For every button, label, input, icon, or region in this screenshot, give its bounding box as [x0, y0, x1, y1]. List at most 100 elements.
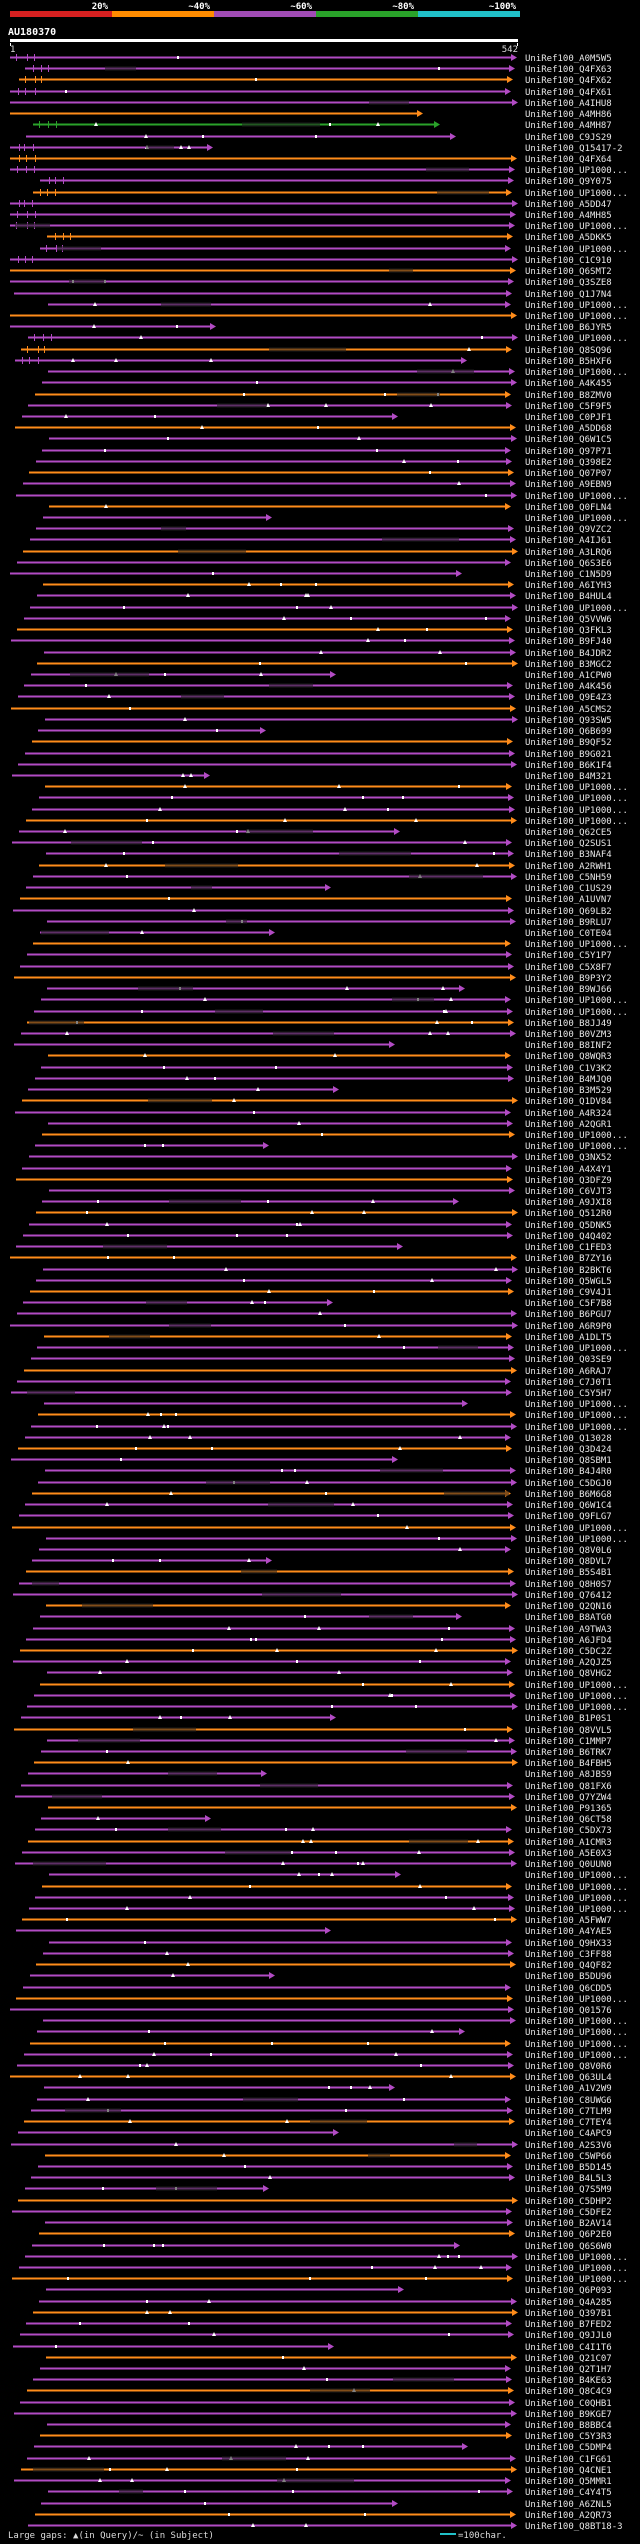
hit-label[interactable]: UniRef100_UP1000... — [525, 940, 628, 950]
hit-row[interactable]: UniRef100_C7J0T1 — [17, 1378, 612, 1388]
hit-label[interactable]: UniRef100_C5DX73 — [525, 1826, 612, 1836]
hit-row[interactable]: UniRef100_Q07P07 — [29, 469, 612, 479]
hit-label[interactable]: UniRef100_UP1000... — [525, 794, 628, 804]
hit-label[interactable]: UniRef100_Q6CT58 — [525, 1815, 612, 1825]
hit-label[interactable]: UniRef100_A4MH85 — [525, 211, 612, 221]
hit-label[interactable]: UniRef100_A0M5W5 — [525, 54, 612, 64]
hit-label[interactable]: UniRef100_Q4CNE1 — [525, 2466, 612, 2476]
hit-label[interactable]: UniRef100_Q21C07 — [525, 2354, 612, 2364]
hit-label[interactable]: UniRef100_Q3NX52 — [525, 1153, 612, 1163]
hit-label[interactable]: UniRef100_UP1000... — [525, 1883, 628, 1893]
hit-label[interactable]: UniRef100_B9QF52 — [525, 738, 612, 748]
hit-row[interactable]: UniRef100_Q6P093 — [46, 2286, 612, 2296]
hit-row[interactable]: UniRef100_Q398E2 — [36, 458, 612, 468]
hit-row[interactable]: UniRef100_UP1000... — [33, 940, 628, 950]
hit-row[interactable]: UniRef100_C1V3K2 — [41, 1064, 612, 1074]
hit-row[interactable]: UniRef100_Q3SZE8 — [10, 278, 612, 288]
hit-row[interactable]: UniRef100_C5Y1P7 — [27, 951, 612, 961]
hit-row[interactable]: UniRef100_UP1000... — [44, 1400, 628, 1410]
hit-label[interactable]: UniRef100_B0VZM3 — [525, 1030, 612, 1040]
hit-row[interactable]: UniRef100_Q3NX52 — [29, 1153, 612, 1163]
hit-label[interactable]: UniRef100_Q4QF82 — [525, 1961, 612, 1971]
hit-row[interactable]: UniRef100_C5DHP2 — [18, 2197, 612, 2207]
hit-label[interactable]: UniRef100_C0TE04 — [525, 929, 612, 939]
hit-label[interactable]: UniRef100_C5WP66 — [525, 2152, 612, 2162]
hit-label[interactable]: UniRef100_UP1000... — [525, 1703, 628, 1713]
hit-row[interactable]: UniRef100_Q8VHG2 — [47, 1669, 612, 1679]
hit-row[interactable]: UniRef100_B2BKT6 — [43, 1266, 612, 1276]
hit-label[interactable]: UniRef100_UP1000... — [525, 1400, 628, 1410]
hit-label[interactable]: UniRef100_B8ZMV0 — [525, 391, 612, 401]
hit-label[interactable]: UniRef100_C5DGJ0 — [525, 1479, 612, 1489]
hit-label[interactable]: UniRef100_C5X8F7 — [525, 963, 612, 973]
hit-row[interactable]: UniRef100_A0M5W5 — [10, 54, 612, 64]
hit-row[interactable]: UniRef100_A6ZNL5 — [41, 2500, 612, 2510]
hit-row[interactable]: UniRef100_A6RAJ7 — [24, 1367, 612, 1377]
hit-row[interactable]: UniRef100_C1US29 — [26, 884, 612, 894]
hit-row[interactable]: UniRef100_C5F7B8 — [23, 1299, 612, 1309]
hit-row[interactable]: UniRef100_B4FBH5 — [34, 1759, 612, 1769]
hit-label[interactable]: UniRef100_A4R324 — [525, 1109, 612, 1119]
hit-label[interactable]: UniRef100_A4X4Y1 — [525, 1165, 612, 1175]
hit-row[interactable]: UniRef100_B9QF52 — [32, 738, 612, 748]
hit-label[interactable]: UniRef100_B6TRK7 — [525, 1748, 612, 1758]
hit-row[interactable]: UniRef100_UP1000... — [39, 794, 628, 804]
hit-row[interactable]: UniRef100_Q21C07 — [46, 2354, 612, 2364]
hit-label[interactable]: UniRef100_UP1000... — [525, 1131, 628, 1141]
hit-label[interactable]: UniRef100_UP1000... — [525, 301, 628, 311]
hit-label[interactable]: UniRef100_C1US29 — [525, 884, 612, 894]
hit-row[interactable]: UniRef100_A5DD68 — [15, 424, 612, 434]
hit-label[interactable]: UniRef100_UP1000... — [525, 1344, 628, 1354]
hit-row[interactable]: UniRef100_B3NAF4 — [46, 850, 612, 860]
hit-row[interactable]: UniRef100_B4KE63 — [33, 2376, 612, 2386]
hit-row[interactable]: UniRef100_A9JXI8 — [42, 1198, 612, 1208]
hit-row[interactable]: UniRef100_A4K456 — [24, 682, 612, 692]
hit-row[interactable]: UniRef100_P91365 — [48, 1804, 612, 1814]
hit-row[interactable]: UniRef100_B6JYR5 — [10, 323, 612, 333]
hit-label[interactable]: UniRef100_Q8VVL5 — [525, 1726, 612, 1736]
hit-label[interactable]: UniRef100_Q4A285 — [525, 2298, 612, 2308]
hit-row[interactable]: UniRef100_UP1000... — [37, 1344, 628, 1354]
hit-row[interactable]: UniRef100_Q4CNE1 — [21, 2466, 612, 2476]
hit-row[interactable]: UniRef100_Q9VZC2 — [36, 525, 612, 535]
hit-label[interactable]: UniRef100_Q512R0 — [525, 1209, 612, 1219]
hit-label[interactable]: UniRef100_UP1000... — [525, 2051, 628, 2061]
hit-label[interactable]: UniRef100_C1MMP7 — [525, 1737, 612, 1747]
hit-label[interactable]: UniRef100_A6IYH3 — [525, 581, 612, 591]
hit-label[interactable]: UniRef100_Q3SZE8 — [525, 278, 612, 288]
hit-row[interactable]: UniRef100_A3LRQ6 — [23, 548, 612, 558]
hit-label[interactable]: UniRef100_A5E0X3 — [525, 1849, 612, 1859]
hit-row[interactable]: UniRef100_C5X8F7 — [20, 963, 612, 973]
hit-label[interactable]: UniRef100_UP1000... — [525, 1692, 628, 1702]
hit-label[interactable]: UniRef100_A2QGR1 — [525, 1120, 612, 1130]
hit-row[interactable]: UniRef100_UP1000... — [43, 514, 628, 524]
hit-label[interactable]: UniRef100_P91365 — [525, 1804, 612, 1814]
hit-row[interactable]: UniRef100_B9RLU7 — [47, 918, 612, 928]
hit-row[interactable]: UniRef100_UP1000... — [42, 1131, 628, 1141]
hit-row[interactable]: UniRef100_Q6CT58 — [41, 1815, 612, 1825]
hit-row[interactable]: UniRef100_A2QGR1 — [48, 1120, 612, 1130]
hit-label[interactable]: UniRef100_UP1000... — [525, 1871, 628, 1881]
hit-row[interactable]: UniRef100_Q3D424 — [18, 1445, 612, 1455]
hit-row[interactable]: UniRef100_UP1000... — [37, 2028, 628, 2038]
hit-row[interactable]: UniRef100_B5DU96 — [30, 1972, 612, 1982]
hit-label[interactable]: UniRef100_A1CPW0 — [525, 671, 612, 681]
hit-row[interactable]: UniRef100_B4J4R0 — [45, 1467, 612, 1477]
hit-label[interactable]: UniRef100_UP1000... — [525, 2253, 628, 2263]
hit-label[interactable]: UniRef100_A6RAJ7 — [525, 1367, 612, 1377]
hit-label[interactable]: UniRef100_Q9VZC2 — [525, 525, 612, 535]
hit-label[interactable]: UniRef100_B9KGE7 — [525, 2410, 612, 2420]
hit-row[interactable]: UniRef100_B4M321 — [12, 772, 612, 782]
hit-row[interactable]: UniRef100_UP1000... — [42, 1883, 628, 1893]
hit-label[interactable]: UniRef100_Q3D424 — [525, 1445, 612, 1455]
hit-label[interactable]: UniRef100_Q3FKL3 — [525, 626, 612, 636]
hit-label[interactable]: UniRef100_UP1000... — [525, 1142, 628, 1152]
hit-row[interactable]: UniRef100_C9JS29 — [26, 133, 612, 143]
hit-label[interactable]: UniRef100_Q2SUS1 — [525, 839, 612, 849]
hit-label[interactable]: UniRef100_Q97P71 — [525, 447, 612, 457]
hit-row[interactable]: UniRef100_UP1000... — [34, 1008, 628, 1018]
hit-row[interactable]: UniRef100_UP1000... — [30, 604, 628, 614]
hit-row[interactable]: UniRef100_A2QJZ5 — [13, 1658, 612, 1668]
hit-label[interactable]: UniRef100_Q13028 — [525, 1434, 612, 1444]
hit-row[interactable]: UniRef100_UP1000... — [48, 368, 628, 378]
